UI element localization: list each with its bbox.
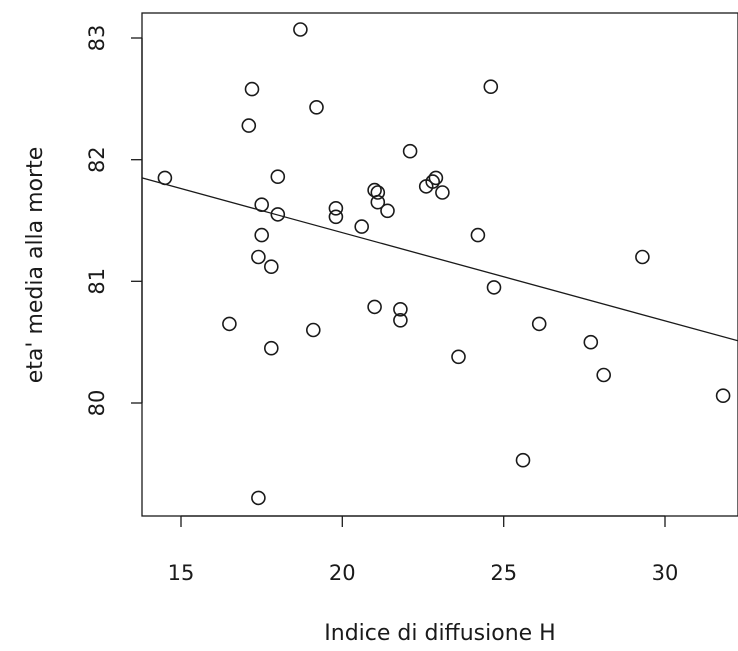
data-point-39 xyxy=(715,388,731,404)
data-point-24 xyxy=(393,312,408,328)
data-point-22 xyxy=(380,203,395,219)
x-axis-title: Indice di diffusione H xyxy=(324,621,555,646)
data-point-36 xyxy=(583,334,599,350)
data-point-13 xyxy=(305,322,321,338)
data-point-29 xyxy=(435,185,450,200)
data-point-30 xyxy=(451,349,466,365)
y-tick-label-82: 82 xyxy=(85,146,109,173)
data-point-14 xyxy=(309,100,324,115)
data-point-28 xyxy=(428,170,444,186)
data-point-37 xyxy=(596,367,612,383)
data-point-2 xyxy=(241,118,257,133)
data-point-10 xyxy=(270,169,286,184)
data-point-12 xyxy=(293,22,308,37)
data-point-15 xyxy=(328,201,344,216)
data-point-34 xyxy=(515,452,531,468)
data-point-8 xyxy=(263,259,279,275)
data-point-11 xyxy=(270,207,286,222)
data-point-4 xyxy=(251,249,266,265)
data-point-38 xyxy=(635,249,650,265)
x-tick-label-30: 30 xyxy=(652,561,679,585)
data-point-1 xyxy=(222,316,237,332)
y-axis-title: eta' media alla morte xyxy=(23,147,48,383)
data-point-17 xyxy=(354,219,370,234)
data-point-16 xyxy=(328,209,344,225)
x-tick-label-20: 20 xyxy=(329,561,356,585)
data-point-32 xyxy=(483,79,499,94)
data-point-9 xyxy=(263,340,279,356)
x-tick-label-25: 25 xyxy=(490,561,517,585)
data-point-6 xyxy=(254,227,270,243)
data-point-3 xyxy=(244,81,260,97)
data-point-21 xyxy=(367,299,382,315)
regression-line xyxy=(141,177,738,342)
y-axis: 80 81 82 83 eta' media alla morte xyxy=(23,25,143,417)
y-tick-label-81: 81 xyxy=(85,268,109,295)
data-point-27 xyxy=(425,174,441,189)
points-layer xyxy=(157,22,731,506)
data-point-33 xyxy=(486,280,502,295)
x-axis: 15 20 25 30 Indice di diffusione H xyxy=(168,515,679,646)
data-point-23 xyxy=(393,301,408,317)
x-tick-label-15: 15 xyxy=(168,561,195,585)
data-point-19 xyxy=(370,185,386,200)
y-tick-label-83: 83 xyxy=(85,25,109,52)
data-point-35 xyxy=(531,316,547,332)
data-point-25 xyxy=(402,143,418,159)
data-point-20 xyxy=(370,194,386,210)
y-tick-label-80: 80 xyxy=(85,390,109,417)
data-point-31 xyxy=(470,227,486,243)
data-point-7 xyxy=(251,490,266,506)
